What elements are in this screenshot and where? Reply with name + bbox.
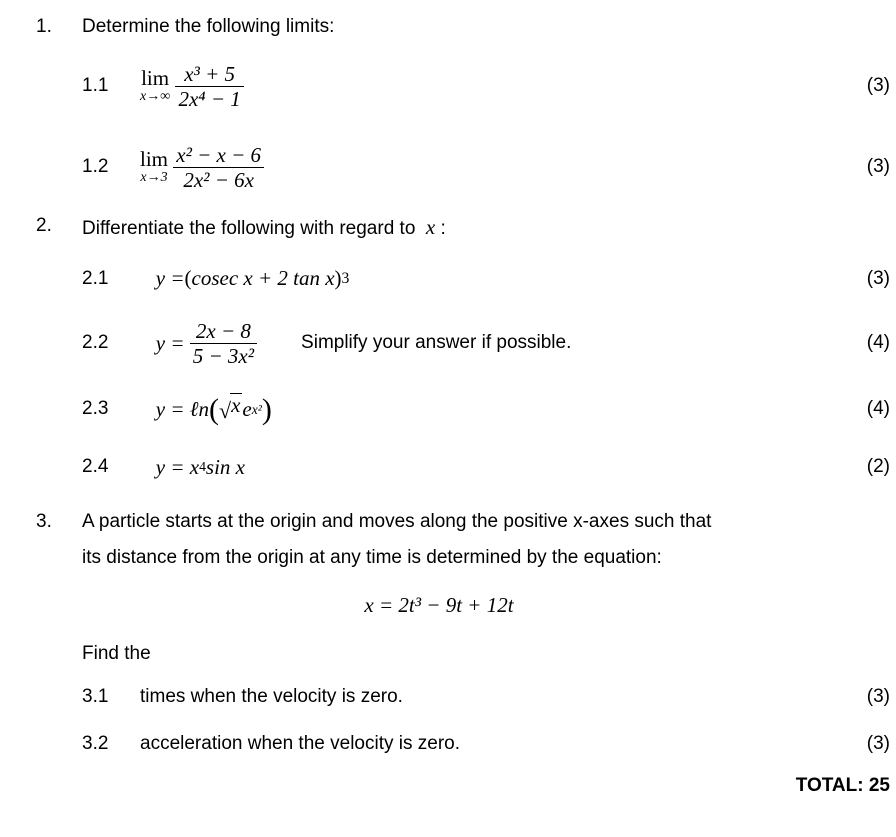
- q3-1-text: times when the velocity is zero.: [140, 684, 836, 711]
- q3-equation: x = 2t³ − 9t + 12t: [42, 586, 836, 626]
- q1-number: 1.: [36, 14, 82, 41]
- q2-2: 2.2 y = 2x − 8 5 − 3x² Simplify your ans…: [36, 312, 890, 375]
- q3-2: 3.2 acceleration when the velocity is ze…: [36, 723, 890, 766]
- q1-header: 1. Determine the following limits:: [36, 14, 890, 41]
- q2-2-marks: (4): [836, 330, 890, 357]
- q3-2-num: 3.2: [82, 731, 140, 758]
- q2-1-expr: y = (cosec x + 2 tan x)3: [140, 264, 836, 293]
- q2-1-num: 2.1: [82, 266, 140, 293]
- q2-1: 2.1 y = (cosec x + 2 tan x)3 (3): [36, 256, 890, 301]
- q2-header: 2. Differentiate the following with rega…: [36, 213, 890, 243]
- q2-2-expr: y = 2x − 8 5 − 3x² Simplify your answer …: [140, 320, 836, 367]
- q1-1-num: 1.1: [82, 73, 140, 100]
- q1-2-num: 1.2: [82, 154, 140, 181]
- total: TOTAL: 25: [36, 775, 890, 797]
- q3-1-marks: (3): [836, 684, 890, 711]
- q2-4-expr: y = x4 sin x: [140, 453, 836, 482]
- q1-1-marks: (3): [836, 73, 890, 100]
- q1-1: 1.1 lim x→∞ x³ + 5 2x⁴ − 1 (3): [36, 55, 890, 118]
- q2-4-marks: (2): [836, 454, 890, 481]
- q1-2-expr: lim x→3 x² − x − 6 2x² − 6x: [140, 144, 836, 191]
- q3-header: 3. A particle starts at the origin and m…: [36, 504, 890, 672]
- q2-4-num: 2.4: [82, 454, 140, 481]
- q1-2: 1.2 lim x→3 x² − x − 6 2x² − 6x (3): [36, 136, 890, 199]
- q1-prompt: Determine the following limits:: [82, 14, 836, 41]
- q1-1-expr: lim x→∞ x³ + 5 2x⁴ − 1: [140, 63, 836, 110]
- q3-2-marks: (3): [836, 731, 890, 758]
- q2-3-num: 2.3: [82, 396, 140, 423]
- q3-text: A particle starts at the origin and move…: [82, 504, 836, 672]
- q3-2-text: acceleration when the velocity is zero.: [140, 731, 836, 758]
- q2-prompt: Differentiate the following with regard …: [82, 213, 836, 243]
- q3-1-num: 3.1: [82, 684, 140, 711]
- q2-3-marks: (4): [836, 396, 890, 423]
- page: 1. Determine the following limits: 1.1 l…: [0, 0, 896, 797]
- q2-number: 2.: [36, 213, 82, 240]
- q2-4: 2.4 y = x4 sin x (2): [36, 445, 890, 490]
- q3-number: 3.: [36, 504, 82, 540]
- q2-2-note: Simplify your answer if possible.: [301, 330, 571, 357]
- q3-find: Find the: [82, 636, 836, 672]
- q3-1: 3.1 times when the velocity is zero. (3): [36, 676, 890, 719]
- q2-1-marks: (3): [836, 266, 890, 293]
- q2-3: 2.3 y = ℓn ( x ex² ) (4): [36, 385, 890, 435]
- q2-2-num: 2.2: [82, 330, 140, 357]
- q2-3-expr: y = ℓn ( x ex² ): [140, 393, 836, 427]
- q1-2-marks: (3): [836, 154, 890, 181]
